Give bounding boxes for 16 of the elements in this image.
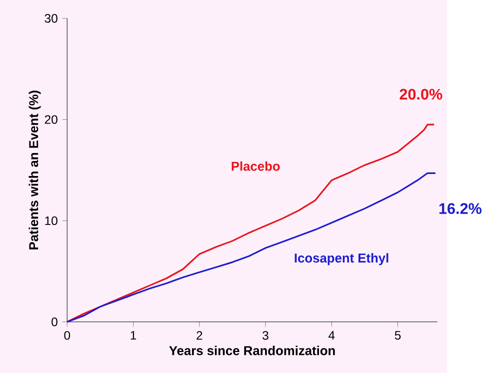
x-tick-label: 2 [196, 330, 202, 340]
y-tick-label: 0 [52, 317, 58, 326]
x-tick-label: 0 [64, 330, 70, 340]
y-tick-label: 10 [45, 216, 58, 225]
y-tick-label: 20 [44, 115, 58, 124]
annotation: 20.0% [400, 88, 442, 100]
x-tick-label: 3 [262, 330, 268, 340]
y-tick-label: 30 [44, 14, 58, 23]
text: 16.2% [439, 202, 482, 214]
x-tick-label: 5 [394, 330, 401, 340]
text: Placebo [232, 161, 280, 171]
x-axis-title: Years since Randomization [169, 346, 335, 356]
series-label: Icosapent Ethyl [294, 252, 388, 265]
y-axis-title: Patients with an Event (%) [28, 90, 41, 250]
x-tick-label: 4 [328, 330, 335, 340]
x-tick-label: 1 [130, 330, 136, 340]
